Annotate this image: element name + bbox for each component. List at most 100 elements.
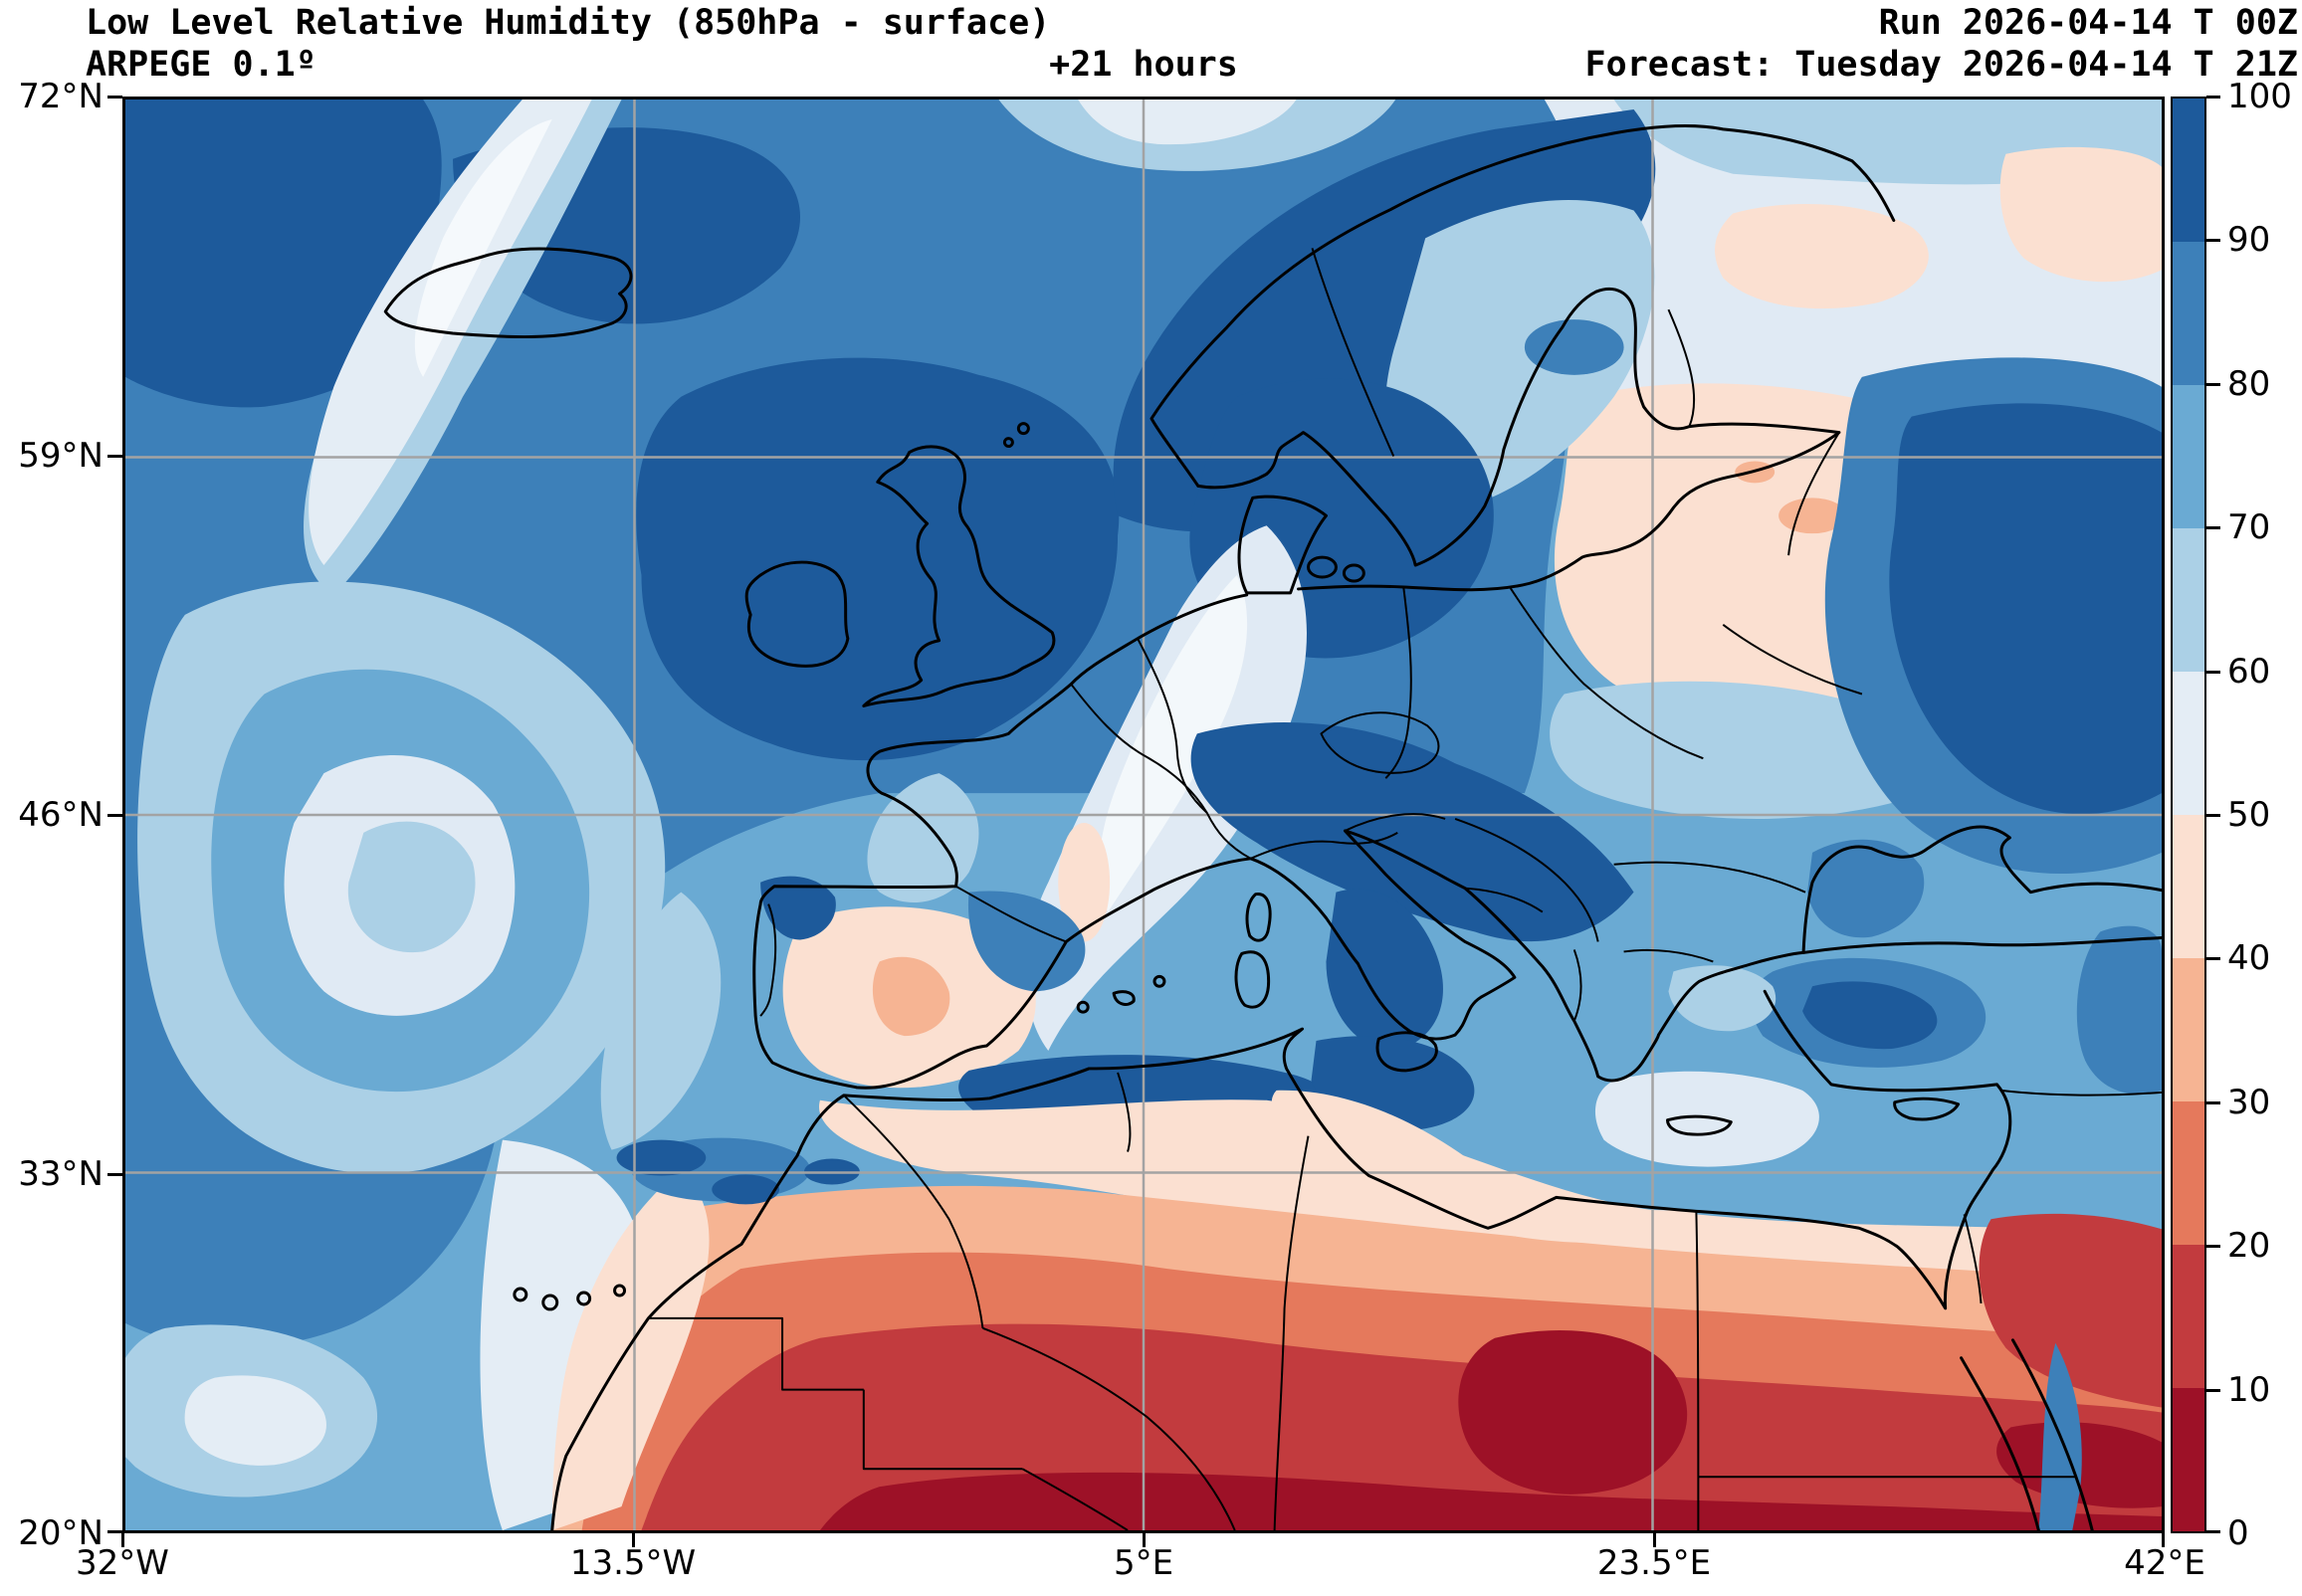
coastline [1245, 893, 1272, 942]
coastline [613, 1284, 627, 1297]
country-border [1454, 818, 1599, 942]
gridlines [125, 100, 2162, 1530]
colorbar-label: 20 [2227, 1226, 2271, 1266]
y-tick-label: 59°N [18, 436, 104, 476]
country-border [955, 885, 1067, 943]
colorbar-band [2173, 815, 2204, 958]
country-border [1311, 248, 1395, 457]
colorbar-tick [2206, 814, 2220, 817]
colorbar-band [2173, 99, 2204, 242]
country-border [1509, 586, 1704, 760]
colorbar-band [2173, 672, 2204, 815]
coastline [1801, 825, 2162, 954]
forecast-label: Forecast: Tuesday 2026-04-14 T 21Z [1584, 45, 2298, 85]
colorbar-label: 80 [2227, 364, 2271, 404]
colorbar-label: 70 [2227, 507, 2271, 547]
humidity-region [1271, 1090, 1697, 1243]
x-tick-mark [632, 1533, 635, 1547]
x-tick-label: 13.5°W [569, 1543, 697, 1583]
colorbar-label: 90 [2227, 220, 2271, 260]
colorbar-label: 40 [2227, 938, 2271, 978]
humidity-region [1524, 319, 1624, 375]
humidity-region [967, 891, 1086, 992]
y-tick-mark [107, 455, 122, 458]
coastline [513, 1287, 528, 1302]
colorbar-tick [2206, 957, 2220, 960]
coastline [862, 445, 1056, 707]
x-tick-label: 42°E [2124, 1543, 2205, 1583]
colorbar-tick [2206, 239, 2220, 242]
colorbar-tick [2206, 1245, 2220, 1248]
coastline [541, 1294, 559, 1311]
coastline [576, 1291, 592, 1306]
humidity-region [1668, 965, 1777, 1032]
colorbar-label: 30 [2227, 1083, 2271, 1122]
humidity-region [712, 1174, 780, 1205]
coastline [1002, 437, 1014, 449]
colorbar-band [2173, 1245, 2204, 1388]
colorbar-band [2173, 958, 2204, 1101]
colorbar-band [2173, 385, 2204, 528]
humidity-region [819, 1472, 2162, 1530]
humidity-region [1715, 203, 1929, 309]
coastline [1342, 563, 1365, 583]
humidity-region [347, 821, 476, 953]
country-border [1137, 638, 1208, 814]
coastline [1016, 422, 1030, 436]
humidity-region [1807, 839, 1925, 938]
colorbar-band [2173, 528, 2204, 672]
humidity-region [1594, 1071, 1819, 1167]
colorbar-band [2173, 242, 2204, 385]
y-tick-label: 33°N [18, 1154, 104, 1194]
x-tick-mark [1143, 1533, 1146, 1547]
country-border [1117, 1072, 1132, 1152]
country-border [759, 903, 777, 1017]
y-tick-label: 72°N [18, 77, 104, 116]
country-border [1787, 432, 1840, 556]
colorbar-tick [2206, 1389, 2220, 1392]
coastline [1893, 1097, 1961, 1121]
country-border [1722, 624, 1863, 696]
x-tick-mark [1653, 1533, 1656, 1547]
map-canvas [122, 97, 2165, 1533]
y-tick-label: 20°N [18, 1513, 104, 1553]
humidity-field [125, 100, 2162, 1530]
colorbar-label: 100 [2227, 77, 2292, 116]
colorbar-label: 60 [2227, 652, 2271, 692]
colorbar-label: 10 [2227, 1370, 2271, 1410]
country-border [843, 1095, 984, 1328]
coastline [1152, 974, 1166, 988]
coastline [383, 247, 633, 339]
humidity-region [184, 1375, 326, 1466]
run-label: Run 2026-04-14 T 00Z [1878, 3, 2298, 43]
humidity-region [1802, 981, 1938, 1050]
colorbar-tick [2206, 671, 2220, 674]
coastline [1960, 1356, 2040, 1530]
colorbar-tick [2206, 1530, 2220, 1533]
country-border [1070, 683, 1252, 860]
humidity-region [760, 876, 836, 940]
country-border [1572, 949, 1582, 1022]
lead-time-label: +21 hours [1049, 45, 1238, 85]
model-label: ARPEGE 0.1º [86, 45, 316, 85]
country-border [1344, 813, 1446, 832]
colorbar-band [2173, 1388, 2204, 1531]
country-border [648, 1316, 864, 1391]
humidity-region [2076, 925, 2162, 1095]
coastline [1234, 950, 1271, 1009]
humidity-map-svg [125, 100, 2162, 1530]
humidity-region [551, 1169, 710, 1530]
coastline [2010, 1338, 2094, 1530]
coastlines [383, 123, 2162, 1530]
country-border [1667, 308, 1696, 427]
coastline [1150, 123, 1896, 488]
y-tick-label: 46°N [18, 795, 104, 835]
y-tick-mark [107, 1530, 122, 1533]
humidity-region [867, 773, 979, 903]
humidity-region [1458, 1329, 1688, 1495]
humidity-region [1326, 889, 1443, 1052]
country-border [1695, 1211, 1700, 1530]
coastline [1375, 1031, 1438, 1073]
coastline [1112, 990, 1136, 1006]
coastline [550, 989, 2012, 1530]
